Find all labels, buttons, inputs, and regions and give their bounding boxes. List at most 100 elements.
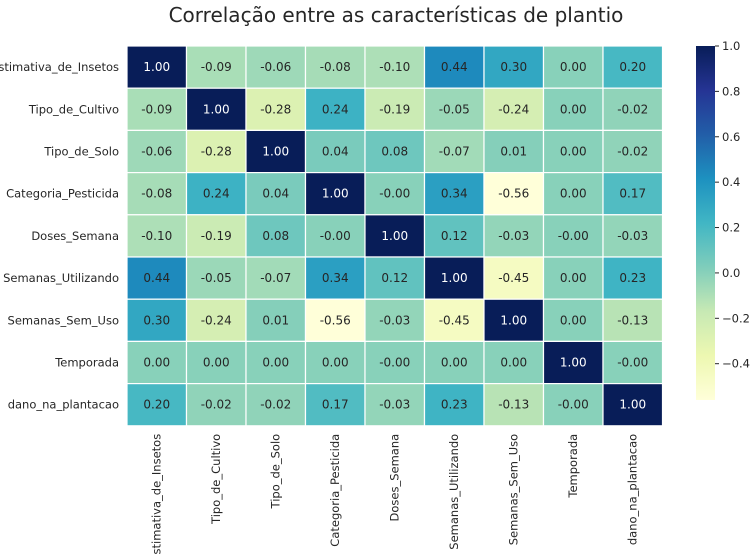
cell-value-label: -0.00: [617, 356, 648, 370]
column-tick-label: dano_na_plantacao: [626, 434, 640, 545]
cell-value-label: 1.00: [381, 229, 408, 243]
cell-value-label: -0.13: [617, 313, 648, 327]
colorbar-tick-label: 1.0: [722, 39, 740, 53]
heatmap-cell: [364, 256, 426, 300]
row-tick-label: Doses_Semana: [31, 229, 119, 243]
heatmap-cell: [185, 298, 247, 343]
cell-value-label: -0.08: [141, 187, 172, 201]
cell-value-label: -0.00: [320, 229, 351, 243]
cell-value-label: -0.00: [558, 398, 589, 412]
heatmap-cell: [602, 340, 664, 385]
colorbar-tick-label: 0.0: [722, 266, 740, 280]
heatmap-cell: [483, 87, 545, 131]
cell-value-label: 0.00: [560, 313, 587, 327]
cell-value-label: 0.24: [203, 187, 230, 201]
cell-value-label: -0.00: [379, 187, 410, 201]
heatmap-cell: [304, 383, 366, 427]
cell-value-label: 0.00: [322, 356, 349, 370]
cell-value-label: -0.02: [201, 398, 232, 412]
cell-value-label: 0.23: [441, 398, 468, 412]
heatmap-cells: 1.00 -0.09 -0.06 -0.08 -0.10 0.44 0.30 0.00 0.20…: [126, 45, 664, 427]
heatmap-cell: [364, 129, 426, 174]
cell-value-label: 0.01: [500, 145, 527, 159]
cell-value-label: 0.00: [560, 60, 587, 74]
cell-value-label: -0.13: [498, 398, 529, 412]
cell-value-label: 0.04: [322, 145, 349, 159]
cell-value-label: -0.10: [379, 60, 410, 74]
heatmap-cell: [602, 172, 664, 216]
colorbar-tick-label: 0.8: [722, 84, 740, 98]
cell-value-label: -0.06: [141, 145, 172, 159]
heatmap-cell: [245, 256, 307, 300]
row-tick-label: dano_na_plantacao: [8, 398, 119, 412]
cell-value-label: -0.02: [260, 398, 291, 412]
cell-value-label: 0.20: [143, 398, 170, 412]
row-tick-label: Tipo_de_Solo: [43, 145, 119, 159]
cell-value-label: 0.00: [441, 356, 468, 370]
cell-value-label: 0.04: [262, 187, 289, 201]
heatmap-cell: [304, 214, 366, 258]
cell-value-label: -0.56: [498, 187, 529, 201]
cell-value-label: 0.44: [143, 271, 170, 285]
cell-value-label: 0.00: [560, 187, 587, 201]
cell-value-label: -0.02: [617, 102, 648, 116]
cell-value-label: -0.00: [379, 356, 410, 370]
column-tick-label: Semanas_Utilizando: [447, 434, 461, 550]
cell-value-label: -0.10: [141, 229, 172, 243]
heatmap-cell: [483, 298, 545, 343]
cell-value-label: -0.03: [617, 229, 648, 243]
cell-value-label: -0.45: [498, 271, 529, 285]
heatmap-cell: [364, 383, 426, 427]
heatmap-cell: [245, 383, 307, 427]
cell-value-label: -0.24: [201, 313, 232, 327]
cell-value-label: -0.00: [558, 229, 589, 243]
row-tick-labels: Estimativa_de_Insetos Tipo_de_Cultivo Tipo…: [0, 60, 119, 412]
colorbar-tick-label: −0.4: [722, 357, 750, 371]
heatmap-cell: [126, 172, 188, 216]
cell-value-label: 0.00: [560, 145, 587, 159]
heatmap-cell: [304, 172, 366, 216]
heatmap-cell: [423, 45, 485, 89]
cell-value-label: 0.12: [381, 271, 408, 285]
heatmap-cell: [542, 87, 604, 131]
row-tick-label: Categoria_Pesticida: [6, 187, 119, 201]
column-tick-label: Tipo_de_Solo: [269, 434, 283, 510]
heatmap-cell: [185, 129, 247, 174]
cell-value-label: 1.00: [143, 60, 170, 74]
heatmap-cell: [364, 298, 426, 343]
chart-title: Correlação entre as características de p…: [169, 3, 624, 27]
heatmap-cell: [126, 298, 188, 343]
cell-value-label: 0.00: [203, 356, 230, 370]
heatmap-cell: [185, 383, 247, 427]
column-tick-label: Doses_Semana: [388, 434, 402, 522]
heatmap-cell: [542, 45, 604, 89]
cell-value-label: -0.28: [201, 145, 232, 159]
heatmap-cell: [185, 256, 247, 300]
column-tick-label: Categoria_Pesticida: [328, 434, 342, 547]
cell-value-label: -0.07: [260, 271, 291, 285]
heatmap-cell: [602, 87, 664, 131]
cell-value-label: 1.00: [560, 356, 587, 370]
cell-value-label: 0.24: [322, 102, 349, 116]
heatmap-cell: [245, 87, 307, 131]
heatmap-cell: [185, 172, 247, 216]
heatmap-cell: [423, 214, 485, 258]
cell-value-label: -0.19: [379, 102, 410, 116]
cell-value-label: -0.28: [260, 102, 291, 116]
heatmap-cell: [126, 129, 188, 174]
cell-value-label: 1.00: [322, 187, 349, 201]
cell-value-label: 1.00: [262, 145, 289, 159]
cell-value-label: -0.03: [498, 229, 529, 243]
cell-value-label: -0.03: [379, 313, 410, 327]
heatmap-cell: [304, 340, 366, 385]
cell-value-label: 0.00: [500, 356, 527, 370]
row-tick-label: Semanas_Sem_Uso: [8, 313, 119, 327]
column-tick-label: Estimativa_de_Insetos: [150, 434, 164, 555]
colorbar-gradient: [696, 46, 715, 400]
cell-value-label: 0.00: [143, 356, 170, 370]
column-tick-label: Temporada: [566, 434, 580, 499]
heatmap-cell: [185, 45, 247, 89]
cell-value-label: 0.17: [322, 398, 349, 412]
cell-value-label: -0.08: [320, 60, 351, 74]
heatmap-cell: [602, 129, 664, 174]
